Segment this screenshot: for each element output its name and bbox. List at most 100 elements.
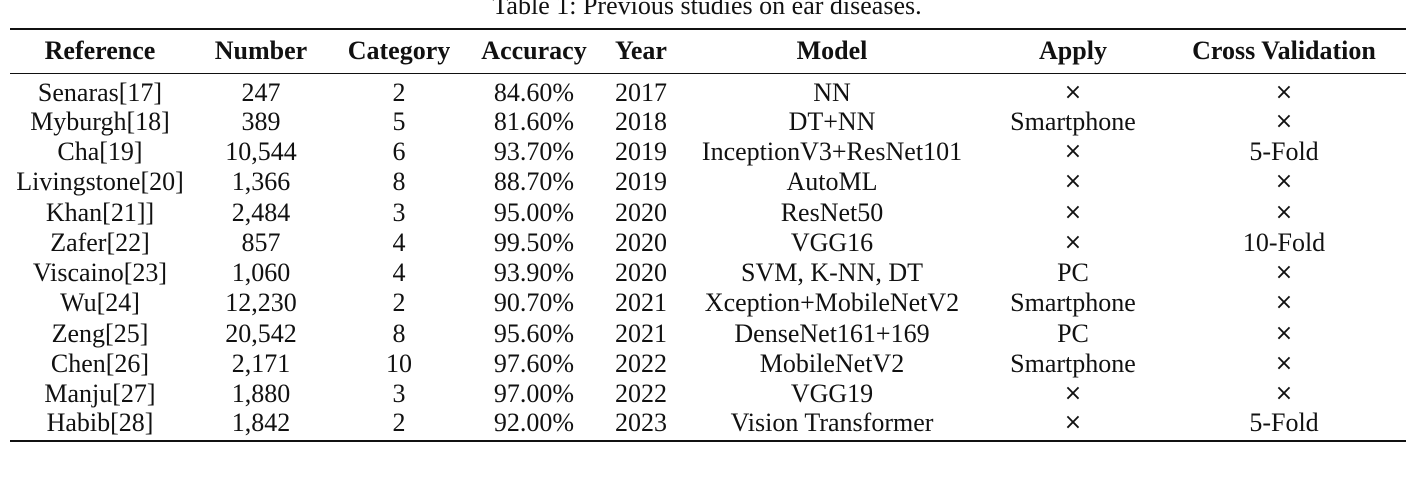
table-body: Senaras[17] 247 2 84.60% 2017 NN × × Myburgh[18]… [10, 73, 1406, 443]
cell-category: 6 [392, 136, 406, 166]
cell-accuracy: 92.00% [466, 409, 602, 443]
cell-year: 2021 [615, 288, 667, 318]
cell-cross-validation: × [1274, 199, 1294, 225]
cell-reference: Myburgh[18] [30, 106, 170, 136]
cell-apply: PC [1057, 258, 1089, 288]
cell-cross-validation: × [1274, 320, 1294, 346]
cell-accuracy: 93.90% [493, 258, 575, 288]
table-row: Manju[27] 1,880 3 97.00% 2022 VGG19 × × [10, 379, 1406, 409]
cell-reference: Senaras[17] [37, 77, 163, 107]
cell-accuracy: 88.70% [493, 167, 575, 197]
cell-apply: × [1063, 138, 1083, 164]
cell-cross-validation: 5-Fold [1162, 409, 1406, 443]
cell-model: NN [813, 77, 851, 107]
table-row: Myburgh[18] 389 5 81.60% 2018 DT+NN Smartphone… [10, 107, 1406, 137]
cell-apply: Smartphone [1010, 349, 1136, 379]
header-accuracy: Accuracy [466, 28, 602, 74]
cell-year: 2021 [615, 318, 667, 348]
cell-number: 1,060 [231, 258, 291, 288]
cell-year: 2017 [615, 77, 667, 107]
cell-year: 2022 [615, 349, 667, 379]
cell-cross-validation: × [1274, 108, 1294, 134]
cell-reference: Chen[26] [50, 349, 150, 379]
cell-number: 20,542 [225, 318, 297, 348]
cell-year: 2019 [615, 136, 667, 166]
cell-reference: Viscaino[23] [32, 258, 168, 288]
cell-model: AutoML [786, 167, 878, 197]
cell-reference: Manju[27] [44, 379, 156, 409]
cell-cross-validation: × [1274, 351, 1294, 377]
cell-apply: PC [1057, 318, 1089, 348]
header-row: Reference Number Category Accuracy Year … [10, 28, 1406, 74]
header-reference: Reference [10, 28, 190, 74]
cell-cross-validation: × [1274, 290, 1294, 316]
cell-model: ResNet50 [780, 197, 884, 227]
cell-cross-validation: × [1274, 381, 1294, 407]
cell-year: 2023 [602, 409, 680, 443]
cell-cross-validation: × [1274, 169, 1294, 195]
cell-year: 2019 [615, 167, 667, 197]
cell-accuracy: 90.70% [493, 288, 575, 318]
table-row: Habib[28] 1,842 2 92.00% 2023 Vision Transfor… [10, 409, 1406, 443]
table-row: Cha[19] 10,544 6 93.70% 2019 InceptionV3+ResN… [10, 137, 1406, 167]
cell-category: 10 [386, 349, 412, 379]
cell-cross-validation: × [1274, 79, 1294, 105]
header-cross-validation: Cross Validation [1162, 28, 1406, 74]
cell-model: VGG16 [790, 227, 874, 257]
cell-number: 1,842 [190, 409, 332, 443]
cell-accuracy: 81.60% [493, 106, 575, 136]
cell-reference: Zafer[22] [50, 227, 150, 257]
cell-apply: × [984, 409, 1162, 443]
table-row: Wu[24] 12,230 2 90.70% 2021 Xception+MobileNe… [10, 288, 1406, 318]
cell-category: 4 [392, 258, 406, 288]
cell-category: 2 [332, 409, 466, 443]
cell-reference: Wu[24] [60, 288, 140, 318]
cell-accuracy: 99.50% [493, 227, 575, 257]
cell-model: Xception+MobileNetV2 [704, 288, 960, 318]
cell-year: 2020 [615, 197, 667, 227]
cell-model: Vision Transformer [680, 409, 984, 443]
cell-model: InceptionV3+ResNet101 [701, 136, 963, 166]
table-row: Chen[26] 2,171 10 97.60% 2022 MobileNetV2 Smar… [10, 349, 1406, 379]
cell-number: 247 [241, 77, 281, 107]
cell-accuracy: 93.70% [493, 136, 575, 166]
cell-model: MobileNetV2 [759, 349, 905, 379]
cell-category: 8 [392, 318, 406, 348]
cell-cross-validation: × [1274, 260, 1294, 286]
cell-category: 8 [392, 167, 406, 197]
cell-year: 2020 [615, 227, 667, 257]
cell-reference: Cha[19] [57, 136, 143, 166]
cell-apply: × [1063, 381, 1083, 407]
cell-accuracy: 97.00% [493, 379, 575, 409]
cell-reference: Habib[28] [10, 409, 190, 443]
cell-cross-validation: 5-Fold [1249, 136, 1319, 166]
studies-table: Reference Number Category Accuracy Year … [10, 28, 1406, 443]
cell-year: 2018 [615, 106, 667, 136]
cell-reference: Khan[21]] [45, 197, 155, 227]
header-apply: Apply [984, 28, 1162, 74]
cell-number: 1,880 [231, 379, 291, 409]
cell-category: 2 [392, 77, 406, 107]
cell-reference: Livingstone[20] [16, 167, 184, 197]
header-number: Number [190, 28, 332, 74]
table-row: Khan[21]] 2,484 3 95.00% 2020 ResNet50 × × [10, 197, 1406, 227]
cell-apply: Smartphone [1010, 288, 1136, 318]
cell-model: VGG19 [790, 379, 874, 409]
table-row: Livingstone[20] 1,366 8 88.70% 2019 AutoML × × [10, 167, 1406, 197]
cell-model: DT+NN [788, 106, 876, 136]
cell-reference: Zeng[25] [51, 318, 149, 348]
cell-apply: × [1063, 229, 1083, 255]
cell-accuracy: 97.60% [493, 349, 575, 379]
table-row: Zafer[22] 857 4 99.50% 2020 VGG16 × 10-Fold [10, 228, 1406, 258]
table-row: Senaras[17] 247 2 84.60% 2017 NN × × [10, 73, 1406, 107]
cell-accuracy: 95.60% [493, 318, 575, 348]
header-model: Model [680, 28, 984, 74]
cell-category: 3 [392, 197, 406, 227]
table-row: Viscaino[23] 1,060 4 93.90% 2020 SVM, K-NN, D… [10, 258, 1406, 288]
cell-apply: × [1063, 79, 1083, 105]
cell-category: 3 [392, 379, 406, 409]
cell-category: 5 [392, 106, 406, 136]
cell-category: 2 [392, 288, 406, 318]
cell-year: 2020 [615, 258, 667, 288]
table-caption: Table 1: Previous studies on ear disease… [492, 0, 922, 20]
